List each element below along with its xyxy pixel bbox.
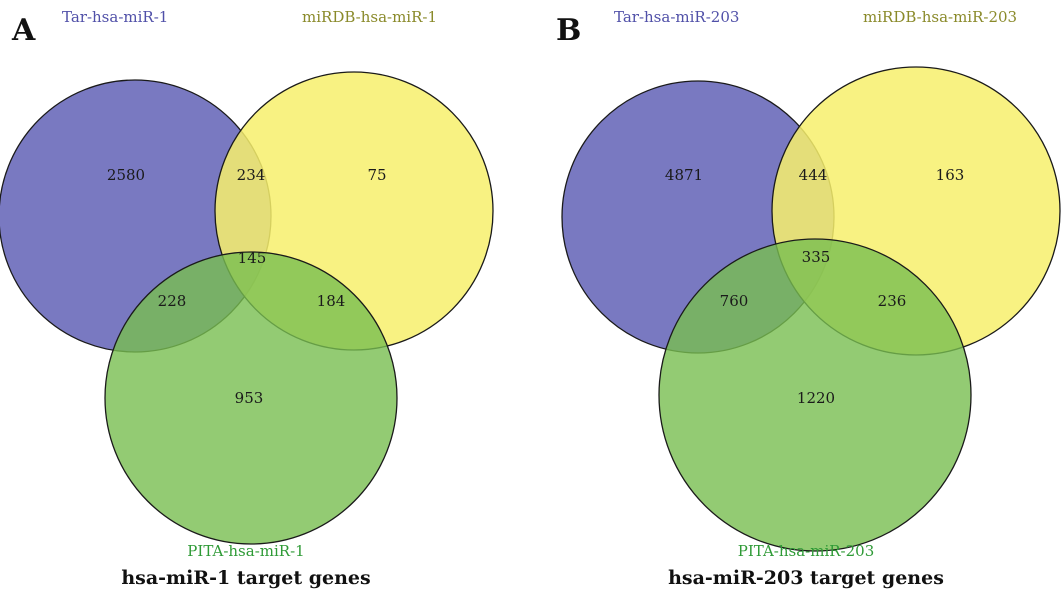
count-mirdb-pita-b: 236 (878, 292, 907, 310)
panel-title-a: hsa-miR-1 target genes (121, 567, 370, 589)
count-tar-only-a: 2580 (107, 166, 145, 184)
set-label-tar-a: Tar-hsa-miR-1 (62, 8, 168, 26)
panel-a: A Tar-hsa-miR-1 miRDB-hsa-miR-1 2580 234… (0, 8, 494, 589)
count-tar-mirdb-b: 444 (799, 166, 828, 184)
set-label-mirdb-b: miRDB-hsa-miR-203 (863, 8, 1017, 26)
set-label-mirdb-a: miRDB-hsa-miR-1 (302, 8, 437, 26)
count-tar-mirdb-a: 234 (237, 166, 266, 184)
set-label-pita-b: PITA-hsa-miR-203 (738, 542, 875, 560)
count-pita-only-a: 953 (235, 389, 264, 407)
count-tar-pita-b: 760 (720, 292, 749, 310)
set-label-pita-a: PITA-hsa-miR-1 (187, 542, 304, 560)
count-tar-pita-a: 228 (158, 292, 187, 310)
circle-pita-b (658, 238, 972, 552)
panel-letter-a: A (11, 13, 36, 48)
panel-letter-b: B (556, 13, 581, 48)
count-pita-only-b: 1220 (797, 389, 835, 407)
count-tar-only-b: 4871 (665, 166, 703, 184)
panel-title-b: hsa-miR-203 target genes (668, 567, 944, 589)
panel-b: B Tar-hsa-miR-203 miRDB-hsa-miR-203 4871… (556, 8, 1061, 589)
count-all-three-b: 335 (802, 248, 831, 266)
count-mirdb-only-a: 75 (367, 166, 386, 184)
count-mirdb-pita-a: 184 (317, 292, 346, 310)
circle-pita-a (104, 251, 398, 545)
set-label-tar-b: Tar-hsa-miR-203 (614, 8, 739, 26)
count-all-three-a: 145 (238, 249, 267, 267)
count-mirdb-only-b: 163 (936, 166, 965, 184)
